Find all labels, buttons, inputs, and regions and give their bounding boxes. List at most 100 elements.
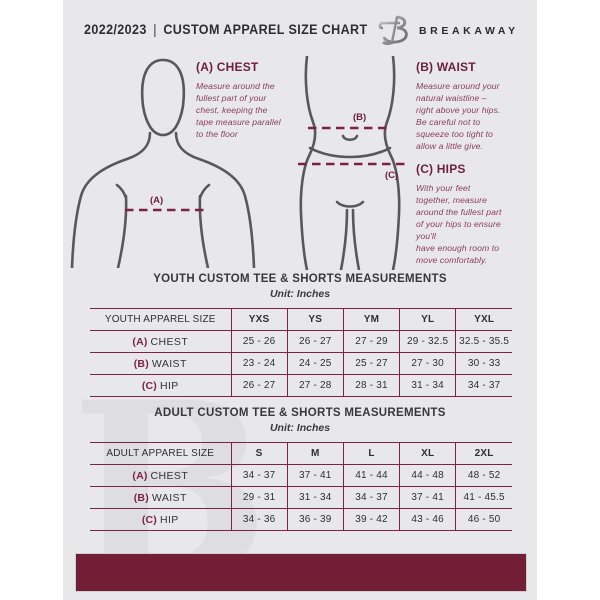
figure-left-shoulder [70,131,152,268]
adult-hip-row: (C) HIP 34 - 36 36 - 39 39 - 42 43 - 46 … [90,508,512,531]
figure-crotch-curve [335,200,365,208]
header-separator: | [153,22,157,37]
waist-guide-heading: (B) WAIST [416,60,476,74]
chest-guide-block: (A) CHEST Measure around the fullest par… [196,60,311,140]
figure-right-inner-arm [198,183,211,268]
adult-size-col: L [342,442,400,465]
adult-table-header-row: ADULT APPAREL SIZE S M L XL 2XL [90,442,512,465]
table-cell: 25 - 26 [230,330,288,353]
figure-right-inner-leg [351,208,361,270]
footer-accent-bar [75,553,527,592]
table-cell: 30 - 33 [455,352,512,375]
figure-left-inner-leg [339,208,349,270]
table-cell: 31 - 34 [399,374,456,397]
row-label: HIP [159,513,179,526]
table-cell: 48 - 52 [455,464,512,487]
table-cell: 36 - 39 [286,508,344,531]
waist-guide-block: (B) WAIST Measure around your natural wa… [416,60,528,152]
row-key: (C) [141,379,157,392]
table-cell: 34 - 37 [230,464,288,487]
youth-size-col: YS [286,308,344,331]
table-cell: 34 - 36 [230,508,288,531]
table-cell: 26 - 27 [286,330,344,353]
table-cell: 26 - 27 [230,374,288,397]
row-label: CHEST [150,469,189,482]
table-cell: 37 - 41 [399,486,456,509]
chest-guide-heading: (A) CHEST [196,60,259,74]
youth-size-col: YXS [230,308,288,331]
table-cell: 34 - 37 [342,486,400,509]
size-chart-document: 2022/2023 | CUSTOM APPAREL SIZE CHART BREA… [63,0,537,600]
table-cell: 28 - 31 [342,374,400,397]
youth-chest-row: (A) CHEST 25 - 26 26 - 27 27 - 29 29 - 3… [90,330,512,353]
figure-navel [341,134,359,142]
youth-size-header-cell: YOUTH APPAREL SIZE [90,308,232,331]
header-year: 2022/2023 [84,22,147,37]
adult-size-header-cell: ADULT APPAREL SIZE [90,442,232,465]
youth-waist-row: (B) WAIST 23 - 24 24 - 25 25 - 27 27 - 3… [90,352,512,375]
adult-size-table: ADULT APPAREL SIZE S M L XL 2XL (A) CHES… [90,442,512,531]
hip-line-label: (C) [385,170,398,181]
breakaway-logo-icon [377,13,413,52]
adult-section-title: ADULT CUSTOM TEE & SHORTS MEASUREMENTS [154,407,446,419]
chest-line-label: (A) [150,195,163,206]
table-cell: 29 - 32.5 [399,330,456,353]
row-key: (A) [132,335,148,348]
row-label: CHEST [150,335,189,348]
youth-size-table: YOUTH APPAREL SIZE YXS YS YM YL YXL (A) … [90,308,512,397]
table-cell: 43 - 46 [399,508,456,531]
table-cell: 32.5 - 35.5 [455,330,512,353]
table-cell: 41 - 44 [342,464,400,487]
table-cell: 27 - 28 [286,374,344,397]
table-cell: 41 - 45.5 [455,486,512,509]
youth-size-col: YXL [455,308,512,331]
table-cell: 23 - 24 [230,352,288,375]
row-label: WAIST [151,357,187,370]
table-cell: 39 - 42 [342,508,400,531]
figure-right-side [383,56,401,270]
youth-size-col: YM [342,308,400,331]
document-header: 2022/2023 | CUSTOM APPAREL SIZE CHART [84,22,368,37]
table-cell: 37 - 41 [286,464,344,487]
row-label: HIP [159,379,179,392]
youth-unit-label: Unit: Inches [269,288,331,300]
table-cell: 31 - 34 [286,486,344,509]
adult-size-col: S [230,442,288,465]
figure-head-outline [140,58,186,137]
table-cell: 34 - 37 [455,374,512,397]
table-cell: 27 - 30 [399,352,456,375]
youth-section-title: YOUTH CUSTOM TEE & SHORTS MEASUREMENTS [153,273,447,285]
adult-unit-label: Unit: Inches [269,422,331,434]
row-label: WAIST [151,491,187,504]
row-key: (B) [133,491,149,504]
table-cell: 27 - 29 [342,330,400,353]
adult-size-col: XL [399,442,456,465]
table-cell: 29 - 31 [230,486,288,509]
youth-size-col: YL [399,308,456,331]
adult-size-col: M [286,442,344,465]
figure-right-shoulder [174,131,256,268]
row-key: (C) [141,513,157,526]
hips-guide-block: (C) HIPS With your feet together, measur… [416,162,532,266]
lower-body-figure: (B) (C) [298,56,406,270]
hips-guide-heading: (C) HIPS [416,162,466,176]
row-key: (B) [133,357,149,370]
waist-guide-body: Measure around your natural waistline – … [416,81,501,152]
youth-table-header-row: YOUTH APPAREL SIZE YXS YS YM YL YXL [90,308,512,331]
upper-body-figure: (A) [70,58,256,268]
table-cell: 44 - 48 [399,464,456,487]
page-title: CUSTOM APPAREL SIZE CHART [163,22,368,37]
table-cell: 46 - 50 [455,508,512,531]
row-key: (A) [132,469,148,482]
adult-chest-row: (A) CHEST 34 - 37 37 - 41 41 - 44 44 - 4… [90,464,512,487]
figure-left-inner-arm [115,183,128,268]
youth-hip-row: (C) HIP 26 - 27 27 - 28 28 - 31 31 - 34 … [90,374,512,397]
table-cell: 25 - 27 [342,352,400,375]
adult-size-col: 2XL [455,442,512,465]
table-cell: 24 - 25 [286,352,344,375]
brand-wordmark: BREAKAWAY [419,25,519,37]
hips-guide-body: With your feet together, measure around … [416,183,502,266]
figure-waistband-curve [308,146,392,159]
waist-line-label: (B) [353,112,366,123]
adult-waist-row: (B) WAIST 29 - 31 31 - 34 34 - 37 37 - 4… [90,486,512,509]
